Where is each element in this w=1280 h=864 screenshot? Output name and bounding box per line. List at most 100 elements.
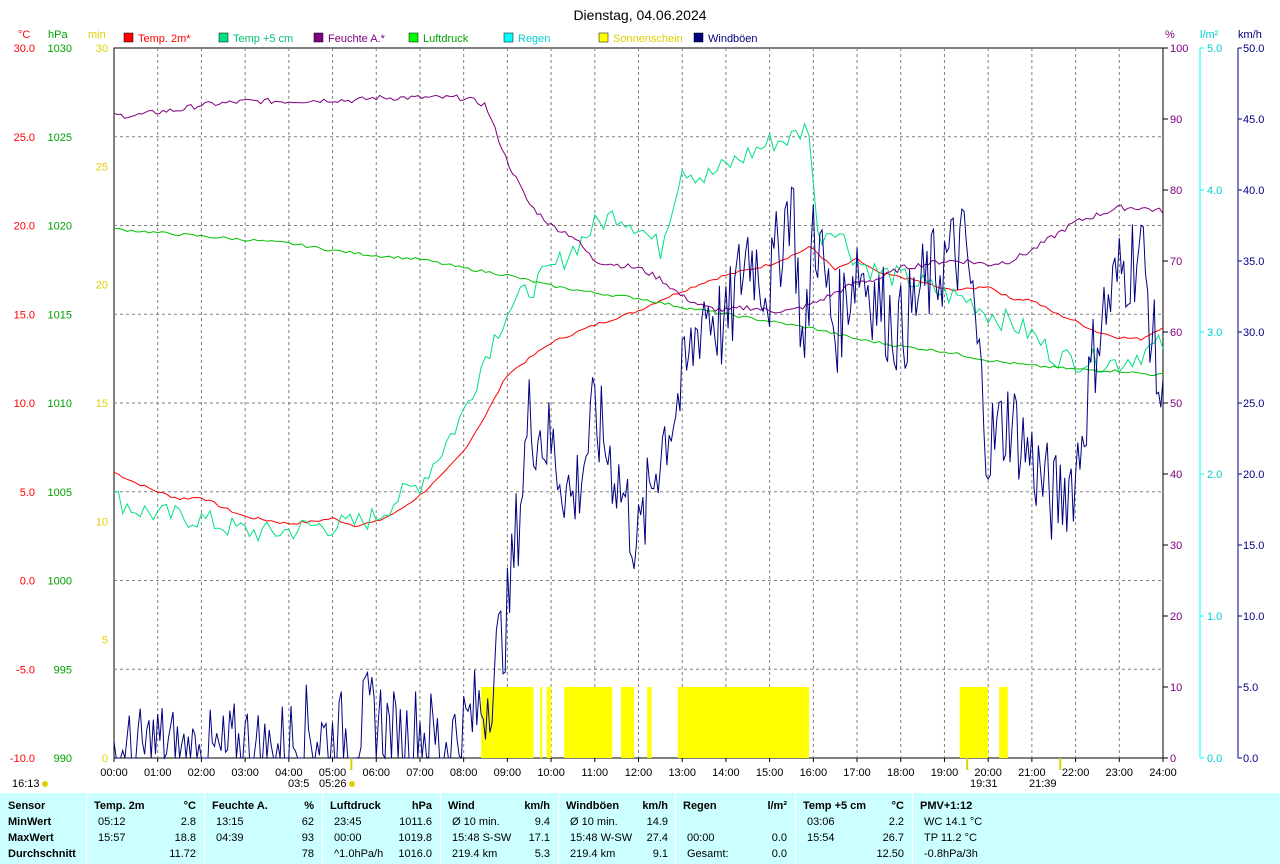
legend-swatch [123,32,134,43]
tick-percent: 90 [1170,114,1182,126]
stats-value: 62 [301,816,314,828]
stats-label: 04:39 [216,832,244,844]
x-tick-label: 12:00 [625,767,653,779]
x-tick-label: 02:00 [188,767,216,779]
x-tick-label: 10:00 [537,767,565,779]
stats-table: Sensor MinWert MaxWert Durchschnitt Temp. 2m… [0,793,1280,864]
series-line-luftdruck [113,227,1164,377]
tick-wind: 15.0 [1243,540,1264,552]
stats-label: 03:06 [807,816,835,828]
sunshine-bar [546,687,552,758]
sun-icon [349,781,355,787]
tick-min: 5 [102,635,108,647]
tick-min: 15 [96,398,108,410]
stats-column-separator [204,793,205,864]
legend-swatch [598,32,609,43]
stats-label: 15:48 S-SW [452,832,512,844]
legend-swatch [218,32,229,43]
stats-column-separator [440,793,441,864]
tick-percent: 20 [1170,611,1182,623]
stats-column-unit: l/m² [767,800,787,812]
stats-label: 23:45 [334,816,362,828]
stats-value: 2.8 [180,816,196,828]
sunshine-bar [647,687,652,758]
tick-min: 25 [96,161,108,173]
x-tick-label: 18:00 [887,767,915,779]
tick-percent: 40 [1170,469,1182,481]
unit-celsius: °C [18,29,30,41]
tick-celsius: 25.0 [14,132,35,144]
stats-column-title: Wind [448,800,475,812]
stats-column-separator [86,793,87,864]
series-line-temp-2m [113,246,1164,528]
stats-label: WC 14.1 °C [924,816,983,828]
stats-value: 9.1 [652,848,668,860]
sunshine-bar [481,687,534,758]
stats-row-label: MaxWert [8,832,54,844]
tick-hpa: 1015 [48,309,72,321]
series-line-temp-5-cm [113,122,1164,543]
tick-hpa: 995 [54,664,72,676]
stats-column-title: Temp. 2m [94,800,145,812]
stats-value: 1016.0 [398,848,432,860]
stats-row-label: Sensor [8,800,46,812]
tick-celsius: 30.0 [14,43,35,55]
stats-column-separator [912,793,913,864]
tick-percent: 70 [1170,256,1182,268]
stats-row-label: MinWert [8,816,52,828]
stats-column-title: Luftdruck [330,800,381,812]
stats-column-separator [558,793,559,864]
stats-label: 15:48 W-SW [570,832,633,844]
sunshine-bar [677,687,809,758]
sunshine-bar [999,687,1008,758]
x-tick-label: 16:00 [800,767,828,779]
x-tick-label: 19:00 [931,767,959,779]
tick-min: 30 [96,43,108,55]
moonrise-time: 21:39 [1029,778,1057,790]
tick-wind: 30.0 [1243,327,1264,339]
x-tick-label: 07:00 [406,767,434,779]
tick-percent: 0 [1170,753,1176,765]
weather-chart: Dienstag, 04.06.2024 °C hPa min% l/m² km/h Tem… [10,7,1265,790]
x-tick-label: 14:00 [712,767,740,779]
legend-label: Feuchte A.* [328,33,386,45]
tick-celsius: -10.0 [10,753,35,765]
moon-icon [42,781,48,787]
x-tick-label: 20:00 [974,767,1002,779]
sunset-time: 19:31 [970,778,998,790]
sunshine-bar [959,687,989,758]
sunrise-time-b: 05:26 [319,778,347,790]
chart-title: Dienstag, 04.06.2024 [573,7,706,23]
stats-value: 26.7 [882,832,904,844]
stats-value: 5.3 [534,848,550,860]
tick-wind: 20.0 [1243,469,1264,481]
series-line-windb-en [113,186,1164,760]
stats-label: 219.4 km [452,848,498,860]
stats-column-title: Temp +5 cm [803,800,867,812]
stats-column-unit: % [304,800,314,812]
unit-percent: % [1165,29,1175,41]
tick-min: 20 [96,280,108,292]
unit-rain: l/m² [1200,29,1219,41]
stats-label: ^1.0hPa/h [334,848,384,860]
stats-label: 05:12 [98,816,126,828]
x-tick-label: 04:00 [275,767,303,779]
stats-label: 00:00 [334,832,362,844]
stats-column-unit: km/h [642,800,668,812]
tick-wind: 10.0 [1243,611,1264,623]
x-tick-label: 15:00 [756,767,784,779]
stats-row-label: Durchschnitt [8,848,76,860]
stats-value: 27.4 [646,832,668,844]
tick-hpa: 990 [54,753,72,765]
stats-column-separator [675,793,676,864]
x-tick-label: 17:00 [843,767,871,779]
x-tick-label: 23:00 [1106,767,1134,779]
tick-rain: 5.0 [1207,43,1222,55]
stats-column-title: Windböen [566,800,620,812]
stats-value: 17.1 [528,832,550,844]
unit-hpa: hPa [48,29,68,41]
tick-wind: 35.0 [1243,256,1264,268]
stats-label: 00:00 [687,832,715,844]
stats-column-unit: km/h [524,800,550,812]
tick-percent: 50 [1170,398,1182,410]
